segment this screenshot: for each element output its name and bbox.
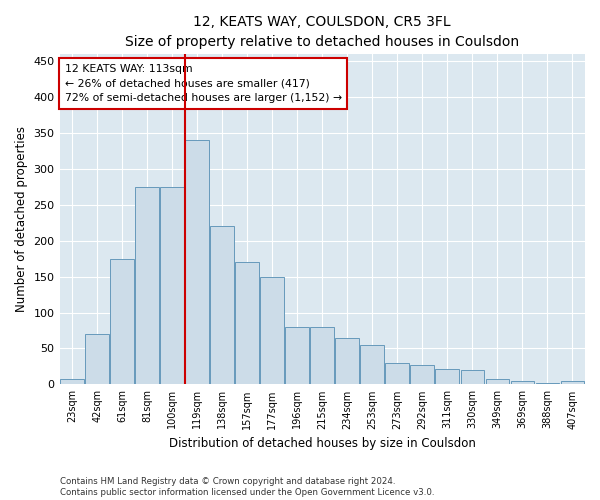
Bar bbox=[210, 226, 234, 384]
Bar bbox=[160, 187, 184, 384]
Bar bbox=[511, 381, 535, 384]
Bar bbox=[235, 262, 259, 384]
Text: 12 KEATS WAY: 113sqm
← 26% of detached houses are smaller (417)
72% of semi-deta: 12 KEATS WAY: 113sqm ← 26% of detached h… bbox=[65, 64, 342, 104]
Bar bbox=[385, 363, 409, 384]
Bar bbox=[536, 383, 559, 384]
Bar bbox=[436, 368, 459, 384]
Bar bbox=[185, 140, 209, 384]
Bar bbox=[286, 327, 309, 384]
Y-axis label: Number of detached properties: Number of detached properties bbox=[15, 126, 28, 312]
Bar bbox=[410, 365, 434, 384]
Bar bbox=[485, 378, 509, 384]
Text: Contains HM Land Registry data © Crown copyright and database right 2024.: Contains HM Land Registry data © Crown c… bbox=[60, 476, 395, 486]
Bar bbox=[560, 381, 584, 384]
Text: Contains public sector information licensed under the Open Government Licence v3: Contains public sector information licen… bbox=[60, 488, 434, 497]
Bar bbox=[310, 327, 334, 384]
Bar bbox=[85, 334, 109, 384]
Bar bbox=[60, 378, 84, 384]
Bar bbox=[260, 276, 284, 384]
Bar bbox=[361, 345, 384, 385]
Title: 12, KEATS WAY, COULSDON, CR5 3FL
Size of property relative to detached houses in: 12, KEATS WAY, COULSDON, CR5 3FL Size of… bbox=[125, 15, 520, 48]
Bar bbox=[461, 370, 484, 384]
X-axis label: Distribution of detached houses by size in Coulsdon: Distribution of detached houses by size … bbox=[169, 437, 476, 450]
Bar bbox=[135, 187, 159, 384]
Bar bbox=[110, 258, 134, 384]
Bar bbox=[335, 338, 359, 384]
